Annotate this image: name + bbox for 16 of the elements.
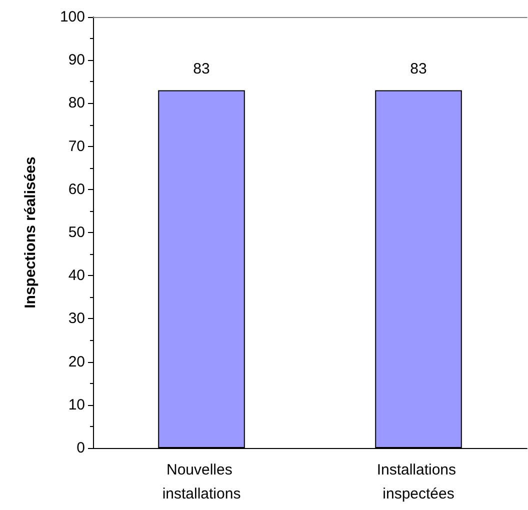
y-tick-label: 40: [68, 267, 85, 284]
y-tick-label: 70: [68, 138, 85, 155]
x-tick-label: Installations inspectées: [376, 462, 460, 502]
y-tick-label: 10: [68, 396, 85, 414]
y-tick-label: 90: [68, 52, 85, 69]
y-tick-label: 80: [68, 94, 85, 112]
y-tick-label: 0: [76, 440, 85, 456]
y-tick-label: 60: [68, 180, 85, 198]
data-label: 83: [410, 60, 427, 78]
y-tick-label: 30: [68, 310, 85, 328]
y-tick-label: 50: [68, 224, 85, 241]
data-label: 83: [193, 60, 210, 78]
y-tick-label: 100: [60, 8, 85, 26]
y-axis-title: Inspections réalisées: [22, 156, 39, 308]
y-tick-label: 20: [68, 353, 85, 370]
x-tick-label: Nouvelles installations: [162, 462, 241, 502]
